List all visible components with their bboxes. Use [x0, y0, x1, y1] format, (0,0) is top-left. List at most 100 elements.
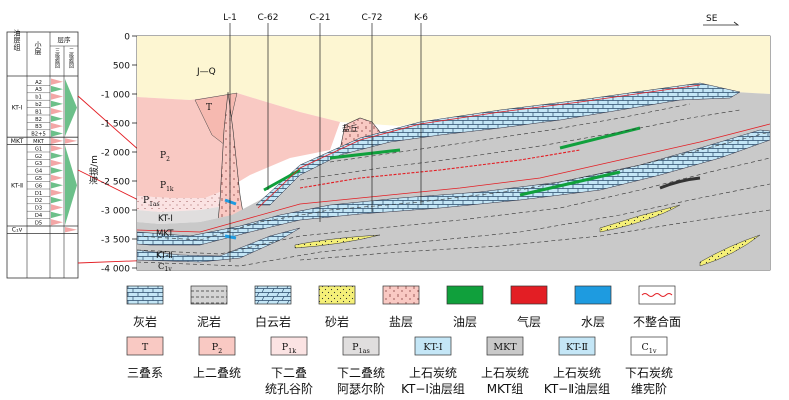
- oil-layer-3: [559, 126, 641, 150]
- well-label-c62: C-62: [258, 13, 279, 23]
- legend-lithology: 灰岩 泥岩 白云岩 砂岩 盐层 油层 气层 水层 不整合面: [126, 285, 681, 329]
- unconformity-1: [257, 84, 701, 209]
- legend-label-salt: 盐层: [389, 315, 413, 329]
- legend-swatch-oil: [446, 285, 484, 305]
- seq3-triangle: [51, 93, 63, 100]
- legend-strata-item: T 三叠系: [126, 336, 164, 380]
- legend-strata-symbol: C1v: [641, 342, 656, 355]
- legend-strata-label2: MKT组: [487, 382, 524, 396]
- legend-strata-symbol: P1as: [352, 342, 370, 355]
- column-layer-label: D4: [35, 213, 43, 219]
- legend-strata-symbol: KT-Ⅰ: [423, 342, 442, 353]
- column-layer-label: D3: [35, 206, 42, 212]
- legend-strata-swatch: [630, 336, 668, 356]
- legend-strata-symbol: P1k: [282, 342, 297, 355]
- legend-item-unconformity: 不整合面: [633, 285, 681, 329]
- gas-layer: [299, 149, 581, 189]
- well-label-c72: C-72: [362, 13, 383, 23]
- legend-strata-swatch: [270, 336, 308, 356]
- seq3-triangle: [51, 159, 63, 167]
- legend-item-limestone: 灰岩: [126, 285, 164, 329]
- legend-strata-label2: 维宪阶: [631, 381, 667, 396]
- legend-strata-swatch: [126, 336, 164, 356]
- depth-tick-label: -1 000: [101, 91, 130, 101]
- column-group-label: MKT: [11, 138, 24, 145]
- depth-tick-label: -3 500: [101, 236, 130, 246]
- dashed-horizons: [137, 103, 770, 267]
- seq3-triangle: [51, 182, 63, 189]
- seq3-triangle: [51, 152, 63, 159]
- legend-strata-label: 下二叠: [271, 366, 307, 380]
- legend-item-salt: 盐层: [382, 285, 420, 329]
- legend-strata-label: 三叠系: [127, 366, 163, 380]
- seq3-triangle: [51, 115, 63, 122]
- legend-strata-item: KT-Ⅱ 上石炭统 KT−Ⅱ油层组: [544, 336, 610, 396]
- well-label-l1: L-1: [223, 13, 237, 23]
- legend-swatch-water: [574, 285, 612, 305]
- legend-item-dolomite: 白云岩: [254, 285, 292, 329]
- column-layer-label: D5: [35, 220, 42, 226]
- column-group-label: C₁v: [12, 227, 23, 234]
- depth-tick-label: 0: [124, 33, 130, 43]
- label-kt2: KT-Ⅱ: [156, 251, 173, 261]
- column-layer-label: G5: [35, 176, 42, 182]
- legend-strata-swatch: [486, 336, 524, 356]
- legend-strata-item: KT-Ⅰ 上石炭统 KT−Ⅰ油层组: [401, 336, 465, 396]
- seq2-triangle: [65, 138, 77, 144]
- legend-item-water: 水层: [574, 285, 612, 329]
- legend-strata-label: 上石炭统: [481, 366, 529, 380]
- seq3-triangle: [51, 122, 63, 130]
- seq3-triangle: [51, 219, 63, 226]
- legend-strata-symbol: MKT: [493, 342, 517, 353]
- legend-swatch-sandstone: [318, 285, 356, 305]
- p1k-unit: [137, 190, 230, 212]
- column-layer-label: A3: [35, 87, 42, 93]
- legend-strata-label: 下石炭统: [625, 366, 673, 380]
- col-header-sequence: 层序: [58, 35, 72, 44]
- legend-swatch-salt: [382, 285, 420, 305]
- legend-strata-item: MKT 上石炭统 MKT组: [481, 336, 529, 396]
- legend-label-sandstone: 砂岩: [325, 314, 349, 329]
- depth-axis: 0 500 -1 000 -1 500 -2 000 -2 500 -3 000 -3 500…: [101, 33, 137, 275]
- seq3-triangle: [51, 167, 63, 174]
- col-header-seq3: 三级旋回: [54, 48, 60, 69]
- legend-strata-label: 上二叠统: [193, 366, 241, 380]
- legend-label-limestone: 灰岩: [133, 314, 157, 329]
- seq3-triangle: [51, 85, 63, 93]
- column-layer-label: b1: [35, 95, 42, 101]
- cross-section: L-1 C-62 C-21 C-72 K-6 SE 0 500 -1 000 -1 5…: [88, 13, 771, 275]
- legend-label-gas: 气层: [517, 314, 541, 329]
- column-layer-label: D2: [35, 198, 42, 204]
- water-layer-1: [224, 198, 237, 206]
- col-header-seq2: 二级旋回: [68, 48, 74, 69]
- label-kt1: KT-Ⅰ: [158, 214, 173, 224]
- oil-layer-2: [329, 148, 401, 160]
- well-label-c21: C-21: [310, 13, 331, 23]
- sand-lens-3: [699, 234, 761, 267]
- legend-strata-label2: KT−Ⅱ油层组: [544, 382, 610, 396]
- label-p2: P2: [160, 151, 170, 163]
- label-mkt: MKT: [156, 229, 174, 239]
- seq3-triangle: [51, 78, 63, 85]
- column-layer-label: B2+5: [31, 132, 46, 138]
- carboniferous-body: [137, 85, 770, 270]
- sand-lens-2: [599, 204, 681, 233]
- legend-strata-item: P2 上二叠统: [193, 336, 241, 380]
- legend-swatch-gas: [510, 285, 548, 305]
- legend-strata-label: 上石炭统: [409, 366, 457, 380]
- seq3-triangle: [51, 108, 63, 115]
- label-t: T: [206, 103, 212, 113]
- depth-tick-label: -2 500: [101, 178, 130, 188]
- legend-label-water: 水层: [581, 315, 605, 329]
- depth-tick-label: 500: [113, 62, 130, 72]
- well-label-k6: K-6: [414, 13, 428, 23]
- legend-item-oil: 油层: [446, 285, 484, 329]
- p1as-unit: [137, 205, 232, 224]
- column-group-label: KT-Ⅰ: [12, 105, 23, 112]
- legend-strata-swatch: [414, 336, 452, 356]
- sand-lens-4: [659, 176, 701, 190]
- kt1-limestone: [255, 82, 741, 206]
- legend-swatch-dolomite: [254, 285, 292, 305]
